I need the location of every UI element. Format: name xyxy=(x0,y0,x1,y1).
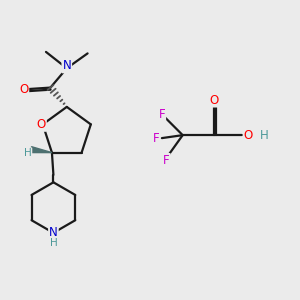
Text: H: H xyxy=(24,148,32,158)
Text: H: H xyxy=(260,129,269,142)
Text: O: O xyxy=(244,129,253,142)
Text: O: O xyxy=(209,94,218,106)
Text: F: F xyxy=(163,154,170,167)
Text: O: O xyxy=(37,118,46,131)
Polygon shape xyxy=(31,147,52,153)
Text: N: N xyxy=(49,226,58,239)
Text: F: F xyxy=(159,108,165,121)
Text: H: H xyxy=(50,238,57,248)
Text: N: N xyxy=(62,59,71,72)
Text: F: F xyxy=(153,132,159,145)
Text: O: O xyxy=(19,82,28,96)
